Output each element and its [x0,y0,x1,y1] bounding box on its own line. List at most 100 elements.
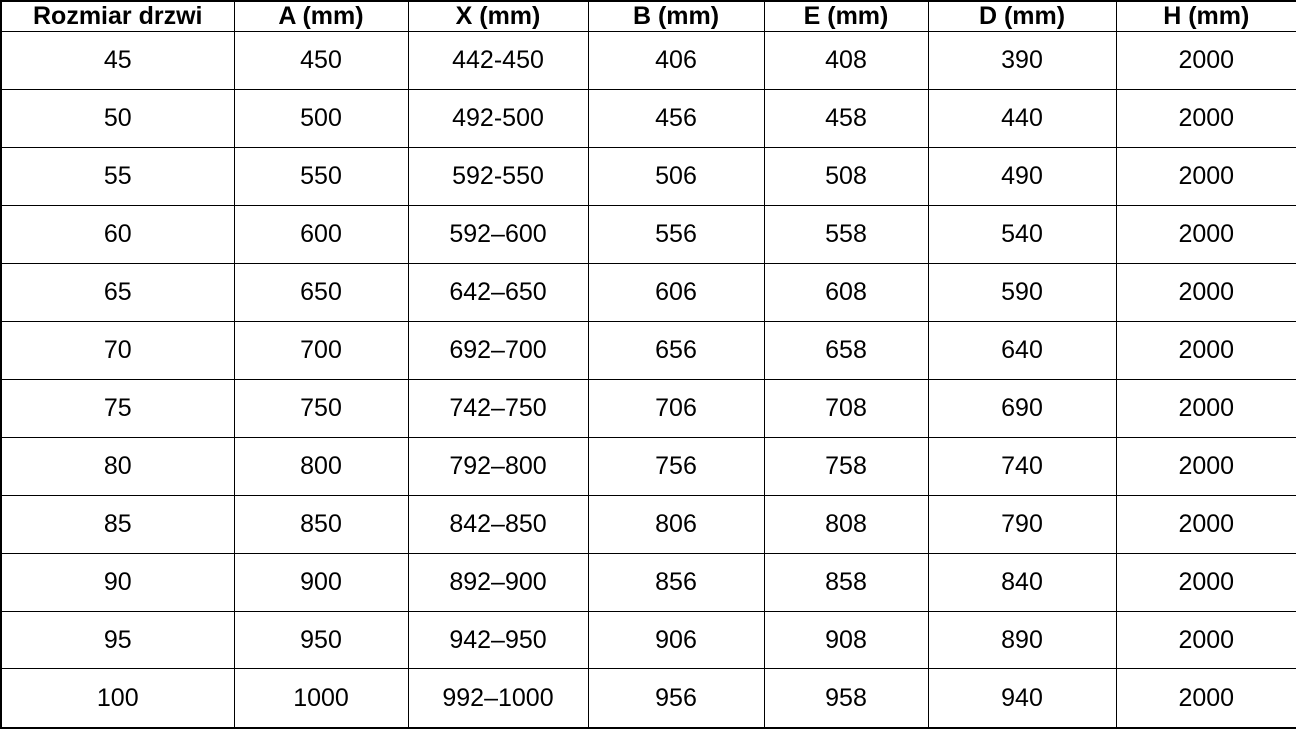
table-cell: 2000 [1115,378,1296,438]
table-cell: 492-500 [407,88,589,148]
table-cell: 442-450 [407,31,589,90]
table-cell: 45 [0,31,235,90]
header-row: Rozmiar drzwi A (mm) X (mm) B (mm) E (mm) D (… [0,0,1296,32]
table-cell: 406 [587,31,765,90]
header-cell: B (mm) [587,0,765,32]
table-cell: 640 [927,320,1117,380]
table-cell: 500 [233,88,409,148]
table-cell: 540 [927,204,1117,264]
table-cell: 408 [763,31,929,90]
table-cell: 708 [763,378,929,438]
table-cell: 2000 [1115,494,1296,554]
table-row: 50 500 492-500 456 458 440 2000 [0,88,1296,148]
table-cell: 900 [233,552,409,612]
table-cell: 60 [0,204,235,264]
table-row: 90 900 892–900 856 858 840 2000 [0,552,1296,612]
table-cell: 456 [587,88,765,148]
table-cell: 790 [927,494,1117,554]
table-cell: 642–650 [407,262,589,322]
table-cell: 508 [763,146,929,206]
table-cell: 100 [0,668,235,729]
table-cell: 2000 [1115,610,1296,670]
table-row: 75 750 742–750 706 708 690 2000 [0,378,1296,438]
table-row: 95 950 942–950 906 908 890 2000 [0,610,1296,670]
table-row: 80 800 792–800 756 758 740 2000 [0,436,1296,496]
table-cell: 906 [587,610,765,670]
header-cell: E (mm) [763,0,929,32]
table-cell: 992–1000 [407,668,589,729]
table-cell: 2000 [1115,31,1296,90]
table-cell: 550 [233,146,409,206]
table-cell: 950 [233,610,409,670]
table-row: 100 1000 992–1000 956 958 940 2000 [0,668,1296,729]
table-cell: 856 [587,552,765,612]
table-cell: 2000 [1115,436,1296,496]
table-cell: 85 [0,494,235,554]
table-row: 70 700 692–700 656 658 640 2000 [0,320,1296,380]
table-cell: 740 [927,436,1117,496]
table-cell: 390 [927,31,1117,90]
table-cell: 656 [587,320,765,380]
table-cell: 65 [0,262,235,322]
table-cell: 940 [927,668,1117,729]
table-row: 85 850 842–850 806 808 790 2000 [0,494,1296,554]
table-cell: 600 [233,204,409,264]
header-cell: D (mm) [927,0,1117,32]
table-cell: 592–600 [407,204,589,264]
table-row: 65 650 642–650 606 608 590 2000 [0,262,1296,322]
table-cell: 806 [587,494,765,554]
header-cell: Rozmiar drzwi [0,0,235,32]
table-cell: 750 [233,378,409,438]
table-cell: 858 [763,552,929,612]
table-cell: 658 [763,320,929,380]
table-cell: 592-550 [407,146,589,206]
table-cell: 90 [0,552,235,612]
table-row: 60 600 592–600 556 558 540 2000 [0,204,1296,264]
table-cell: 70 [0,320,235,380]
table-cell: 842–850 [407,494,589,554]
table-row: 55 550 592-550 506 508 490 2000 [0,146,1296,206]
table-cell: 458 [763,88,929,148]
table-cell: 706 [587,378,765,438]
table-cell: 440 [927,88,1117,148]
table-cell: 792–800 [407,436,589,496]
table-cell: 742–750 [407,378,589,438]
table-row: 45 450 442-450 406 408 390 2000 [0,31,1296,90]
table-cell: 850 [233,494,409,554]
table-cell: 490 [927,146,1117,206]
header-cell: X (mm) [407,0,589,32]
table-cell: 756 [587,436,765,496]
header-cell: A (mm) [233,0,409,32]
table-cell: 608 [763,262,929,322]
table-cell: 1000 [233,668,409,729]
table-cell: 80 [0,436,235,496]
header-cell: H (mm) [1115,0,1296,32]
table-cell: 2000 [1115,262,1296,322]
table-cell: 556 [587,204,765,264]
table-cell: 2000 [1115,88,1296,148]
table-cell: 2000 [1115,146,1296,206]
table-cell: 800 [233,436,409,496]
table-cell: 892–900 [407,552,589,612]
table-cell: 50 [0,88,235,148]
table-cell: 450 [233,31,409,90]
table-cell: 690 [927,378,1117,438]
table-cell: 692–700 [407,320,589,380]
table-cell: 75 [0,378,235,438]
table-cell: 890 [927,610,1117,670]
table-body: 45 450 442-450 406 408 390 2000 50 500 492-500 456… [0,31,1296,729]
table-cell: 2000 [1115,668,1296,729]
table-cell: 506 [587,146,765,206]
table-cell: 908 [763,610,929,670]
table-cell: 840 [927,552,1117,612]
table-cell: 700 [233,320,409,380]
table-cell: 55 [0,146,235,206]
table-cell: 606 [587,262,765,322]
table-cell: 590 [927,262,1117,322]
table-cell: 95 [0,610,235,670]
table-cell: 2000 [1115,552,1296,612]
table-cell: 958 [763,668,929,729]
table-cell: 650 [233,262,409,322]
table-cell: 2000 [1115,320,1296,380]
